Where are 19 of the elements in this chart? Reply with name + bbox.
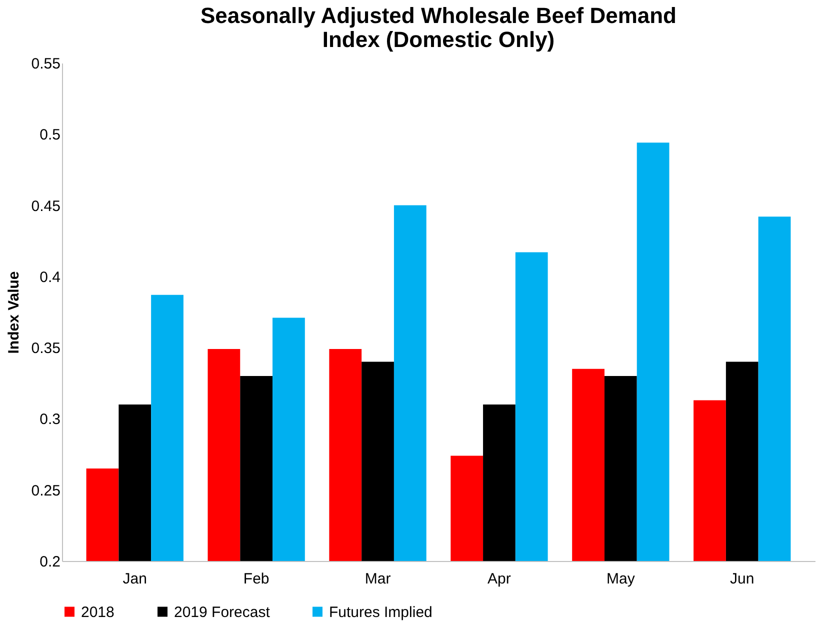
chart-title: Seasonally Adjusted Wholesale Beef Demand Index (Domestic Only): [200, 3, 676, 52]
y-tick-label: 0.4: [40, 268, 60, 286]
y-tick-label: 0.5: [40, 126, 60, 144]
y-tick-label: 0.2: [40, 554, 60, 570]
y-tick-label: 0.55: [31, 56, 60, 72]
x-tick-label: Mar: [364, 570, 391, 588]
x-tick-label: Feb: [243, 570, 270, 588]
legend-label: Futures Implied: [329, 604, 432, 621]
x-tick-label: Apr: [488, 570, 511, 588]
legend-label: 2019 Forecast: [174, 604, 271, 621]
x-tick-label: Jun: [730, 570, 754, 588]
y-tick-label: 0.35: [31, 340, 60, 358]
y-tick-label: 0.25: [31, 482, 60, 500]
y-axis-title: Index Value: [5, 271, 22, 354]
y-tick-label: 0.3: [40, 411, 60, 428]
legend-label: 2018: [81, 604, 114, 621]
y-tick-label: 0.45: [31, 198, 60, 215]
x-tick-label: May: [606, 570, 636, 588]
x-tick-label: Jan: [122, 570, 147, 588]
